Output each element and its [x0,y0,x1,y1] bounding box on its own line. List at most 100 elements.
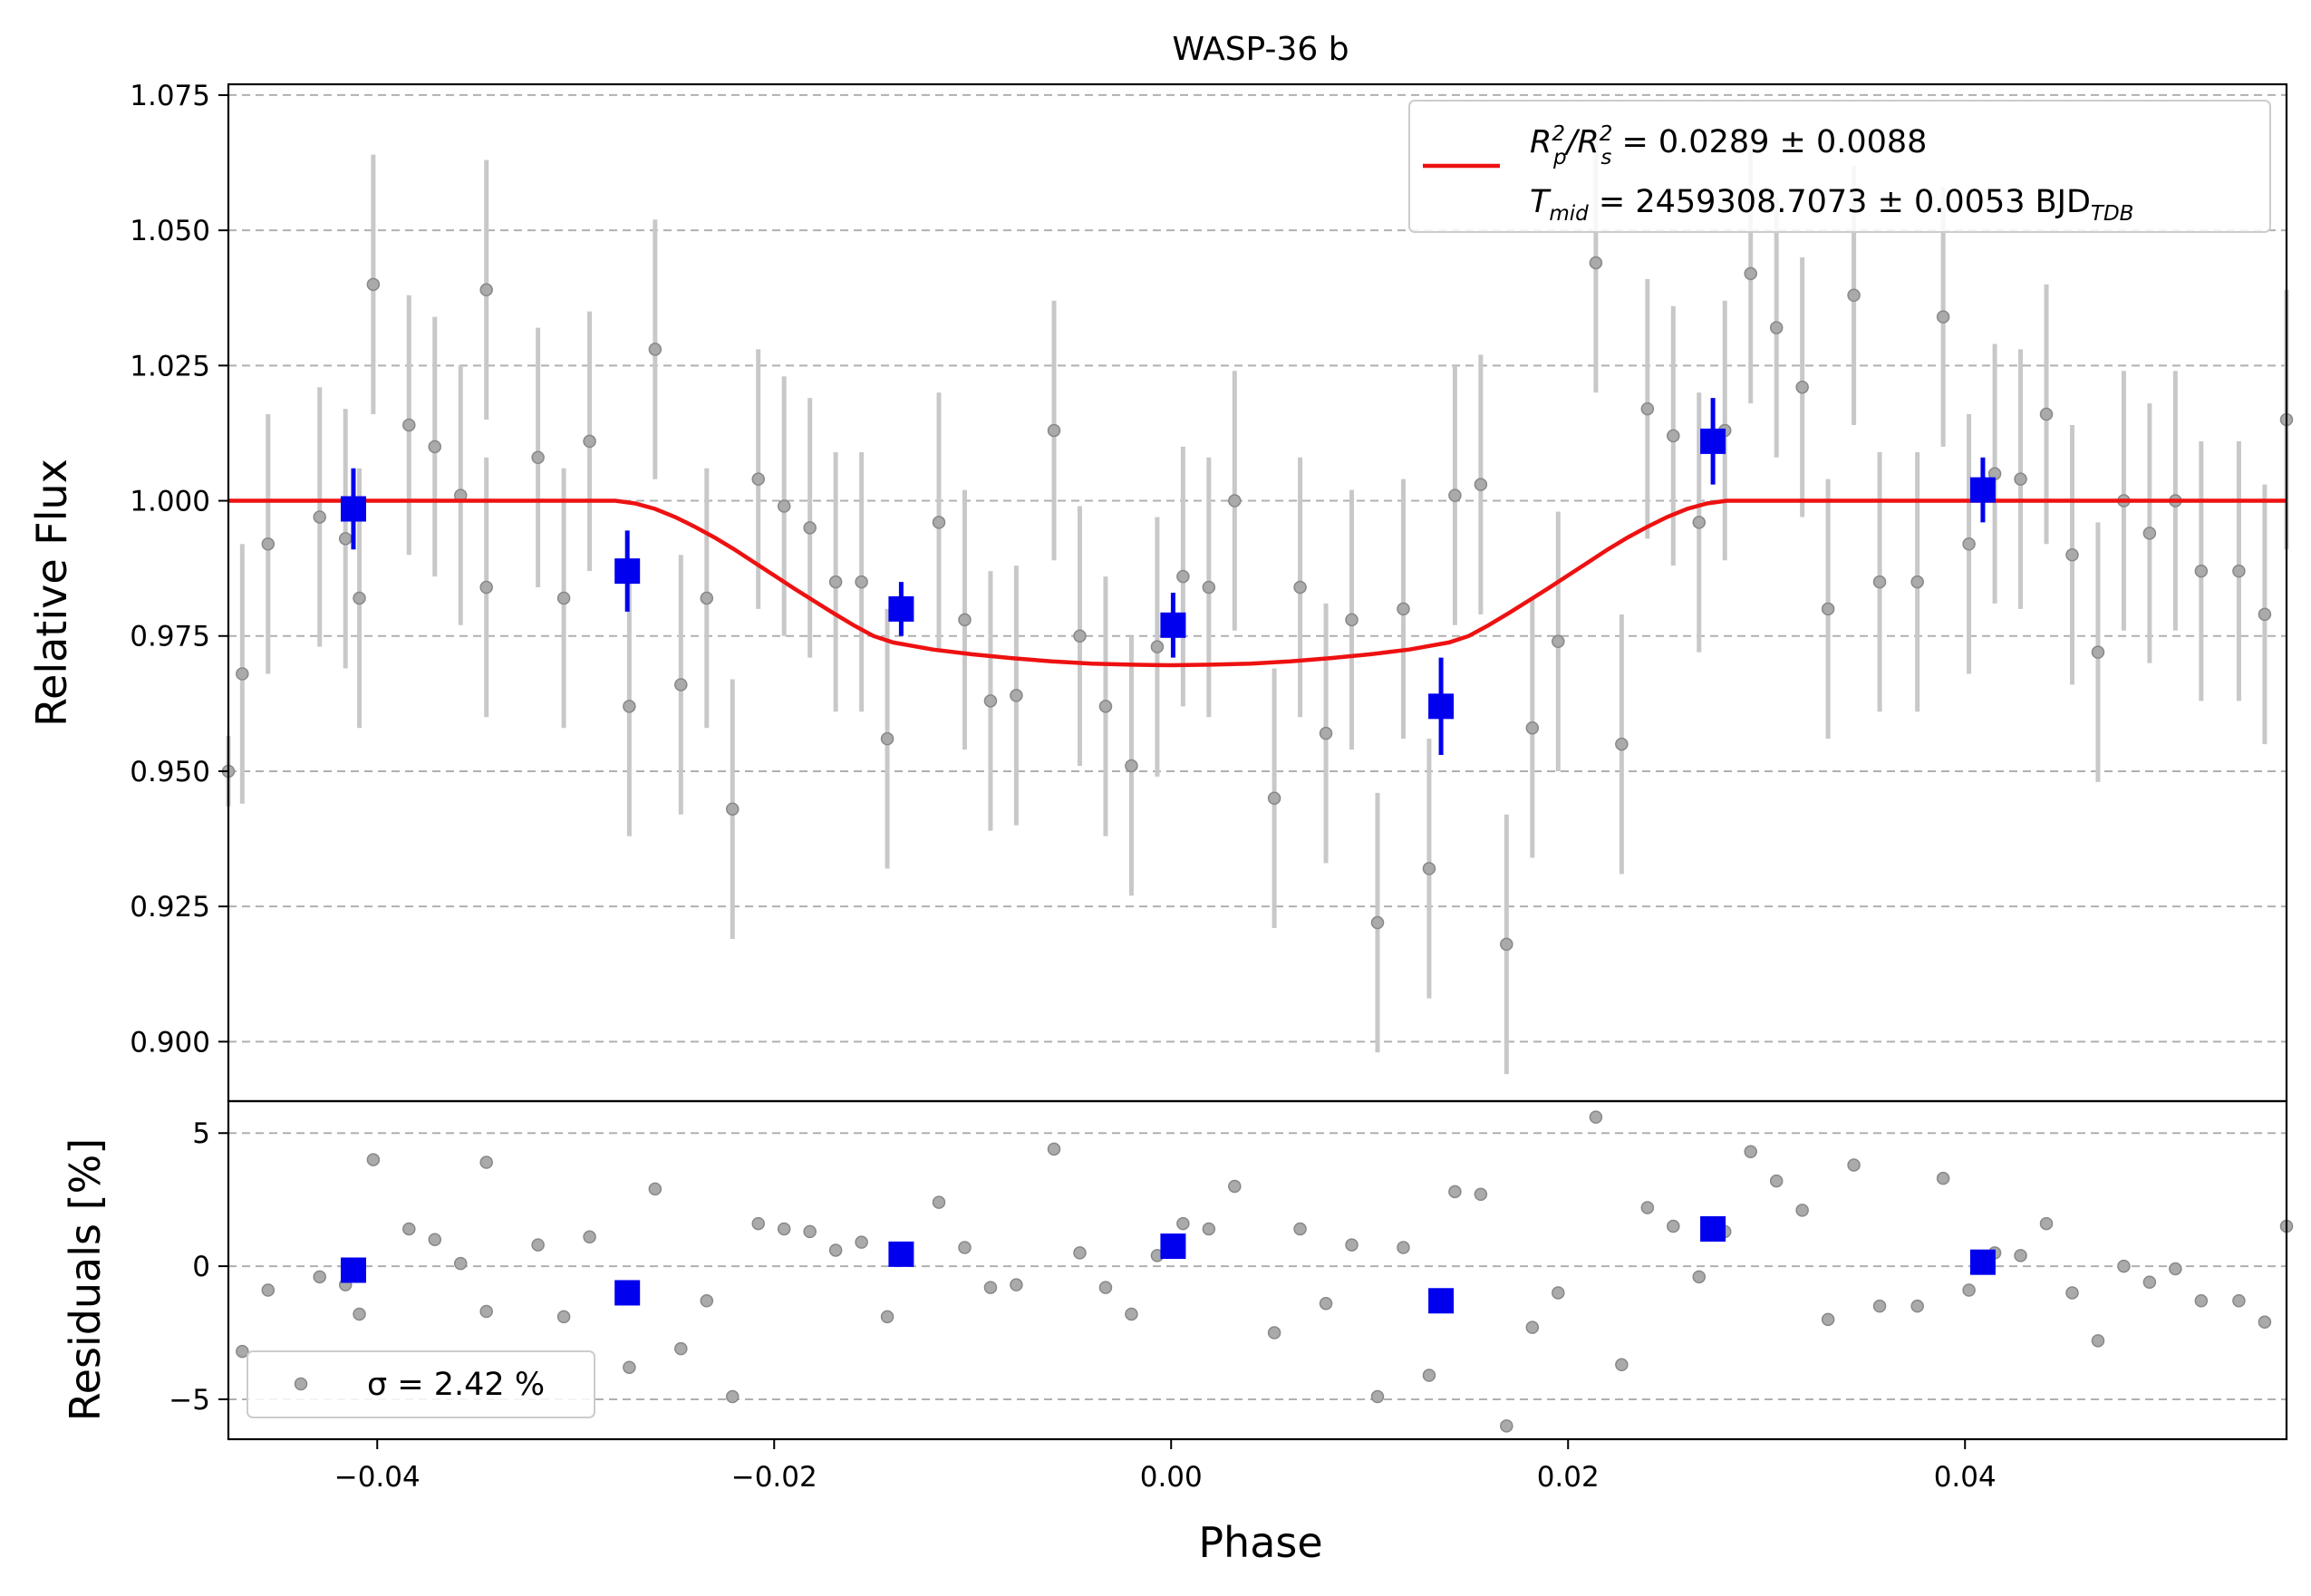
residual-binned-point [614,1280,641,1306]
data-point [479,283,493,297]
data-point [2039,407,2054,421]
legend-tmid-value: = 2459308.7073 ± 0.0053 BJD [1589,184,2091,220]
legend-tmid-text: Tmid = 2459308.7073 ± 0.0053 BJDTDB [1530,184,2133,226]
data-point [855,575,868,589]
data-point [1795,380,1809,394]
binned-point [1700,428,1726,454]
x-tick-label: 0.02 [1537,1461,1600,1494]
data-point [1448,488,1462,502]
residual-point [1319,1296,1333,1311]
residual-point [1589,1110,1603,1124]
residual-point [1667,1219,1680,1233]
residual-point [2117,1259,2131,1273]
residual-point [648,1182,662,1196]
residual-binned-point [340,1257,366,1283]
data-point [1474,478,1488,491]
residual-point [2039,1216,2054,1231]
residual-point [1692,1270,1707,1284]
residual-point [583,1230,596,1244]
data-point [1010,689,1023,702]
residual-point [261,1283,276,1297]
data-point [366,277,381,292]
residual-point [1370,1389,1385,1404]
data-point [236,667,249,681]
chart-title: WASP-36 b [1172,31,1349,68]
x-tick-label: −0.04 [334,1461,421,1494]
residual-point [700,1294,714,1308]
data-point [1422,862,1436,875]
data-point [1821,602,1835,616]
residual-point [726,1389,740,1404]
legend-tmid-tdb: TDB [2091,202,2134,226]
residual-point [1744,1145,1757,1159]
residual-point [777,1222,791,1236]
data-point [2091,645,2105,659]
residual-point [674,1341,688,1356]
residual-point [751,1216,765,1231]
residuals-panel: −5 0 5 −0.04 −0.02 0.00 0.02 0.04 Residuals [%… [61,1099,2294,1567]
residual-point [1910,1299,1924,1313]
legend-depth-r2: /R [1564,124,1600,160]
data-point [1397,602,1410,616]
data-point [428,440,442,454]
residual-point [932,1195,946,1209]
data-point [1744,266,1757,281]
residual-point [1228,1179,1242,1194]
residuals-legend-marker [294,1377,308,1391]
residual-point [479,1304,493,1319]
residuals-y-ticks: −5 0 5 [169,1117,228,1417]
residuals-data-points [236,1110,2294,1433]
residual-point [1176,1216,1190,1231]
data-point [958,613,972,627]
legend-depth-sub2: s [1600,146,1611,169]
residual-point [1552,1286,1565,1300]
legend-depth-sup1: 2 [1552,122,1565,146]
data-point [1847,288,1861,303]
residual-point [2258,1315,2272,1330]
residual-point [1047,1142,1061,1156]
residuals-legend: σ = 2.42 % [247,1350,595,1418]
main-binned-points [340,398,1996,756]
main-panel: 0.900 0.925 0.950 0.975 1.000 1.025 1.050 1.075… [27,80,2294,1103]
data-point [2065,547,2079,562]
residual-point [1010,1278,1023,1291]
residual-point [402,1222,416,1236]
data-point [556,591,571,605]
data-point [1150,640,1165,653]
data-point [479,580,493,595]
residual-point [353,1307,366,1321]
data-point [1345,613,1359,627]
residual-point [803,1224,817,1239]
residual-point [1872,1299,1887,1313]
residual-point [1448,1185,1462,1199]
residuals-legend-label: σ = 2.42 % [367,1367,545,1403]
residuals-y-tick-label: 5 [192,1117,210,1150]
legend-depth-text: R2 p/R2 s = 0.0289 ± 0.0088 [1530,122,1927,169]
data-point [2232,564,2246,578]
data-point [402,418,416,432]
binned-point [614,558,641,585]
data-point [1500,937,1513,952]
data-point [1589,256,1603,270]
main-y-axis-label: Relative Flux [27,459,76,727]
residual-point [1640,1201,1655,1214]
data-point [353,591,366,605]
data-point [880,731,894,746]
residual-point [556,1310,571,1324]
residuals-y-tick-label: −5 [169,1384,210,1417]
legend-depth-sup2: 2 [1600,122,1613,146]
residual-point [828,1243,843,1257]
residuals-binned-points [340,1215,1996,1314]
residual-binned-point [1700,1215,1726,1242]
x-tick-label: 0.00 [1140,1461,1203,1494]
residual-point [1500,1419,1513,1433]
residual-point [958,1241,972,1254]
main-y-tick-label: 0.900 [130,1026,210,1059]
data-point [803,521,817,535]
residual-point [1422,1369,1436,1382]
residuals-axes-frame [227,1099,2288,1441]
residual-point [1073,1246,1087,1260]
data-point [1692,516,1707,529]
x-axis-label: Phase [1198,1518,1322,1567]
